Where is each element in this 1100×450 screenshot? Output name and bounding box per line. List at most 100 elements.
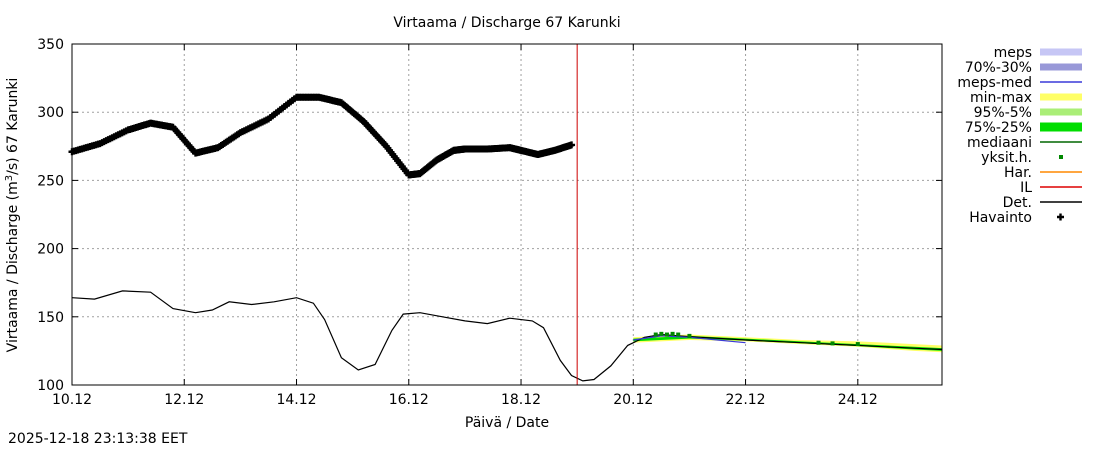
chart-title: Virtaama / Discharge 67 Karunki [393,15,620,31]
plot-frame [71,43,943,386]
observation-point [180,136,188,144]
point-yksit-h- [664,332,669,337]
observation-point [392,155,400,163]
observation-point [350,110,358,118]
series-det- [72,290,942,382]
observation-point [373,132,381,140]
observation-point [185,142,193,150]
grid [72,44,942,385]
legend-label-yksit-h-: yksit.h. [981,150,1032,166]
observation-point [287,98,295,106]
legend-label-havainto: Havainto [969,210,1032,226]
band-75-25- [633,335,942,351]
observation-point [384,144,392,152]
observation-point [266,113,274,121]
x-tick-label: 12.12 [164,392,204,408]
point-yksit-h- [676,332,681,337]
observation-point [344,104,352,112]
legend-swatch-95-5- [1040,108,1082,116]
x-tick-label: 24.12 [838,392,878,408]
observation-point [368,127,376,135]
observation-point [352,111,360,119]
point-yksit-h- [687,333,692,338]
point-yksit-h- [659,331,664,336]
observation-point [345,105,353,113]
observation-point [369,128,377,136]
y-tick-label: 150 [37,310,64,326]
observation-point [365,123,373,131]
observation-point [337,99,345,107]
observation-point [357,115,365,123]
legend-label-min-max: min-max [970,90,1032,106]
series [68,93,942,382]
legend: meps70%-30%meps-medmin-max95%-5%75%-25%m… [957,45,1082,226]
timestamp: 2025-12-18 23:13:38 EET [8,431,188,447]
x-tick-label: 10.12 [52,392,92,408]
observation-point [347,107,355,115]
legend-label-det-: Det. [1003,195,1032,211]
observation-point [379,139,387,147]
observation-point [190,147,198,155]
legend-swatch-min-max [1040,93,1082,101]
observation-point [179,134,187,142]
legend-swatch-yksit-h- [1059,155,1063,159]
legend-label-il: IL [1020,180,1032,196]
observation-point [183,140,191,148]
observation-point [381,141,389,149]
observation-point [276,106,284,114]
observation-point [363,121,371,129]
observation-point [353,112,361,120]
observation-point [272,109,280,117]
observation-point [177,132,185,140]
observation-point [284,99,292,107]
observation-point [568,141,576,149]
observation-point [270,110,278,118]
observation-point [289,96,297,104]
y-tick-label: 250 [37,173,64,189]
axis-ticks: 100 150 200 250 300 350 10.12 12.12 14.12 16.12 18… [37,37,942,408]
observation-point [282,101,290,109]
legend-label-70-30-: 70%-30% [965,60,1032,76]
x-tick-label: 18.12 [501,392,541,408]
observation-point [341,101,349,109]
observation-point [395,159,403,167]
observation-point [355,114,363,122]
observation-point [175,131,183,139]
observation-point [378,137,386,145]
x-tick-label: 20.12 [613,392,653,408]
observation-point [389,150,397,158]
point-yksit-h- [830,341,835,346]
series-havainto [68,93,576,179]
legend-label-har-: Har. [1004,165,1032,181]
observation-point [358,116,366,124]
observation-point [182,138,190,146]
y-axis-label: Virtaama / Discharge (m3/s) 67 Karunki [4,78,21,353]
x-tick-label: 16.12 [389,392,429,408]
legend-swatch-havainto [1057,213,1064,221]
observation-point [188,145,196,153]
y-tick-label: 100 [37,378,64,394]
observation-point [403,169,411,177]
observation-point [172,127,180,135]
observation-point [169,123,177,131]
observation-point [268,112,276,120]
observation-point [349,108,357,116]
y-tick-label: 350 [37,37,64,53]
y-tick-label: 200 [37,242,64,258]
observation-point [264,115,272,123]
observation-point [366,125,374,133]
legend-label-mediaani: mediaani [967,135,1032,151]
legend-label-75-25-: 75%-25% [965,120,1032,136]
x-axis-label: Päivä / Date [465,415,549,431]
legend-swatch-meps [1040,48,1082,56]
point-yksit-h- [816,340,821,345]
observation-point [339,100,347,108]
observation-point [382,142,390,150]
observation-point [402,167,410,175]
legend-label-95-5-: 95%-5% [974,105,1032,121]
observation-point [280,103,288,111]
legend-label-meps-med: meps-med [957,75,1032,91]
observation-point [291,95,299,103]
legend-swatch-70-30- [1040,63,1082,71]
